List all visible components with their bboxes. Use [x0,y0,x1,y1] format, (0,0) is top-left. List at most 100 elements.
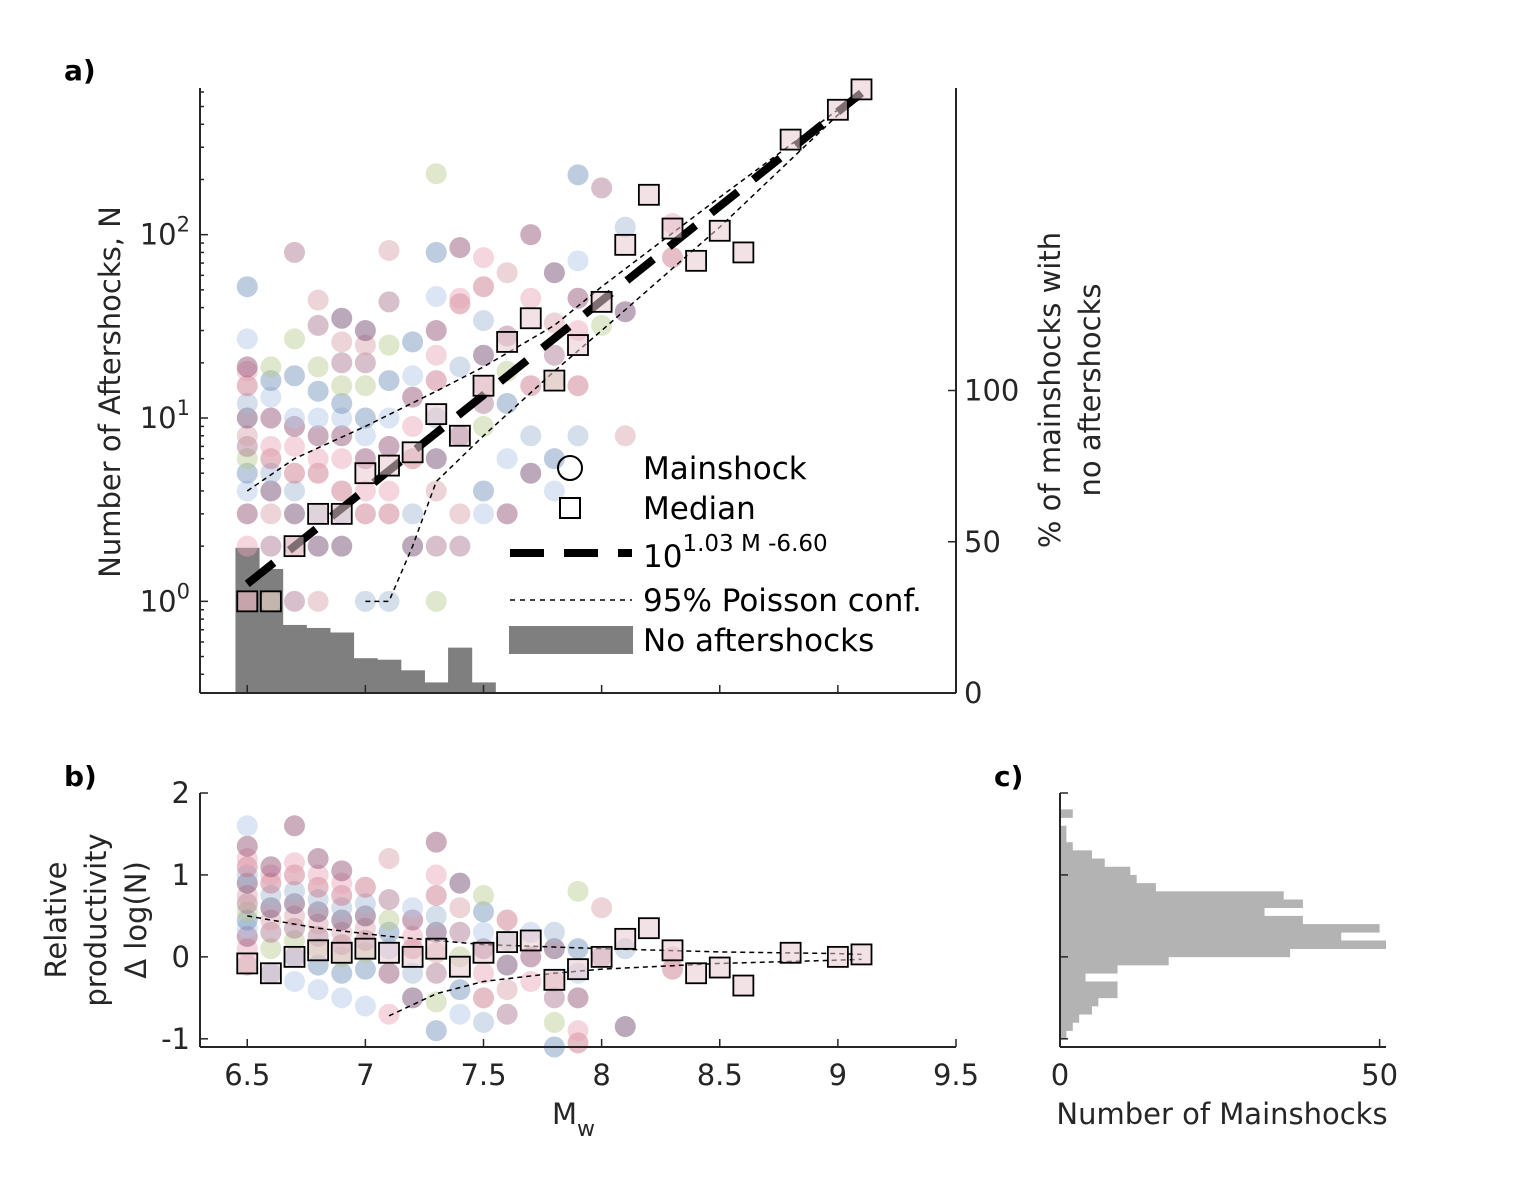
mainshock-point [307,289,329,311]
mainshock-count-bar [1060,940,1386,949]
residual-median-square [590,945,613,968]
residual-median-square [330,941,353,964]
mainshock-point [473,480,494,502]
mainshock-point [378,370,400,392]
mainshock-point [378,334,400,356]
residual-point [520,970,542,992]
mainshock-point [236,448,258,470]
mainshock-point [236,435,258,457]
fit-line [244,89,864,588]
residual-point [331,921,353,943]
mainshock-count-bar [1060,842,1073,851]
residual-point [260,864,282,886]
no-aftershocks-bar [448,647,473,693]
residual-point [236,909,258,931]
mainshock-point [307,356,329,378]
residual-point [567,987,589,1009]
mainshock-count-bar [1060,899,1303,909]
mainshock-point [614,216,636,238]
residual-point [378,1003,400,1025]
mainshock-point [520,425,542,447]
median-square [567,334,589,356]
panel-b-x-tick-label: 6.5 [224,1058,270,1092]
residual-point [354,917,376,939]
no-aftershocks-bar [400,670,425,693]
no-aftershocks-bar [424,682,449,693]
residual-point [260,856,282,878]
mainshock-count-bar [1060,891,1284,900]
mainshock-points [236,163,683,612]
mainshock-point [543,262,565,284]
residual-point [402,925,424,947]
panel-b-x-tick-label: 9 [829,1058,847,1092]
mainshock-point [378,239,400,261]
residual-point [591,897,613,919]
mainshock-count-bar [1060,883,1156,892]
mainshock-point [331,352,353,374]
mainshock-point [236,407,258,429]
mainshock-point [307,407,329,429]
residual-point [567,1020,589,1042]
legend-fit-exponent: 1.03 M -6.60 [682,531,827,557]
median-square [826,98,849,121]
residual-median-square [661,939,684,962]
panel-b-label: b) [64,760,97,793]
median-square [378,454,400,477]
median-square [330,502,353,525]
residual-point [236,864,258,886]
mainshock-point [473,503,494,525]
panel-a-axes: 100 101 102 0 50 100 [140,88,1019,710]
mainshock-count-bar [1060,915,1303,925]
median-square [259,590,282,613]
residual-point [473,901,494,923]
x-label-main: M [552,1097,577,1131]
residual-point [236,893,258,915]
residual-point [284,815,305,837]
panel-b-x-label: Mw [552,1097,595,1142]
mainshock-point [260,370,282,392]
residual-point [473,884,494,906]
residual-median-square [401,945,424,968]
residual-point [543,1011,565,1033]
residual-point [449,897,471,919]
mainshock-point [449,535,471,557]
panel-b-y-tick-label: 1 [172,858,190,892]
residual-median-square [472,941,495,964]
mainshock-point [284,435,305,457]
residual-point [284,970,305,992]
mainshock-point [260,386,282,408]
mainshock-point [425,285,447,307]
mainshock-point [449,237,471,259]
mainshock-point [425,241,447,263]
no-aftershocks-bar [306,627,331,693]
y-tick-label: 102 [140,213,190,252]
no-aftershocks-bar [329,632,355,693]
mainshock-point [331,392,353,414]
median-square [590,290,613,313]
mainshock-point [284,241,305,263]
mainshock-count-bar [1060,965,1118,974]
residual-point [473,987,494,1009]
mainshock-point [473,310,494,332]
panel-c-x-tick-label: 0 [1051,1058,1069,1092]
right-tick-label: 100 [964,374,1019,408]
mainshock-point [236,360,258,382]
median-square [448,424,471,447]
mainshock-point [662,247,683,269]
median-square [732,241,755,264]
mainshock-point [567,250,589,272]
legend-entry-median: Median [643,491,756,527]
mainshock-point [331,448,353,470]
mainshock-point [284,462,305,484]
residual-median-square [543,968,566,991]
mainshock-point [614,425,636,447]
residual-point [378,848,400,870]
mainshock-point [236,328,258,350]
mainshock-count-bar [1060,981,1118,990]
residual-point [425,991,447,1013]
mainshock-point [496,392,518,414]
legend-gray-patch-icon [509,626,633,654]
mainshock-point [473,276,494,298]
residual-point [543,987,565,1009]
mainshock-count-bar [1060,1014,1080,1023]
